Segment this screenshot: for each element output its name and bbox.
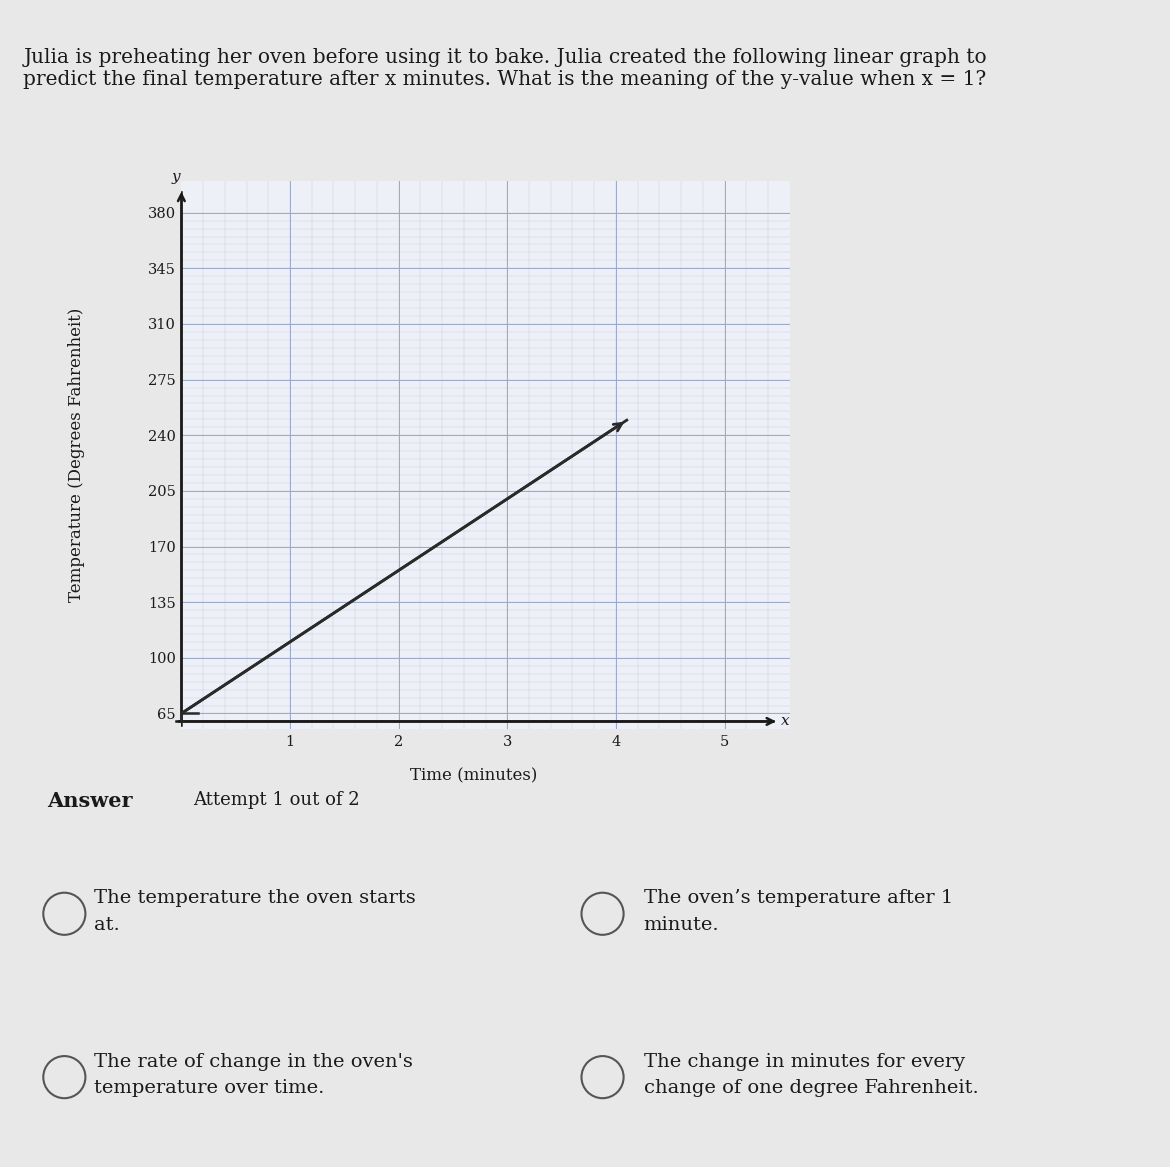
Text: Attempt 1 out of 2: Attempt 1 out of 2 xyxy=(193,791,359,809)
Text: Temperature (Degrees Fahrenheit): Temperature (Degrees Fahrenheit) xyxy=(68,308,84,602)
Text: The change in minutes for every
change of one degree Fahrenheit.: The change in minutes for every change o… xyxy=(644,1053,978,1097)
Text: x: x xyxy=(782,714,790,728)
Text: Time (minutes): Time (minutes) xyxy=(410,768,537,784)
Text: Answer: Answer xyxy=(47,791,132,811)
Text: The temperature the oven starts
at.: The temperature the oven starts at. xyxy=(94,889,415,934)
Text: The rate of change in the oven's
temperature over time.: The rate of change in the oven's tempera… xyxy=(94,1053,413,1097)
Text: The oven’s temperature after 1
minute.: The oven’s temperature after 1 minute. xyxy=(644,889,952,934)
Text: Julia is preheating her oven before using it to bake. Julia created the followin: Julia is preheating her oven before usin… xyxy=(23,48,987,89)
Text: y: y xyxy=(172,170,180,184)
